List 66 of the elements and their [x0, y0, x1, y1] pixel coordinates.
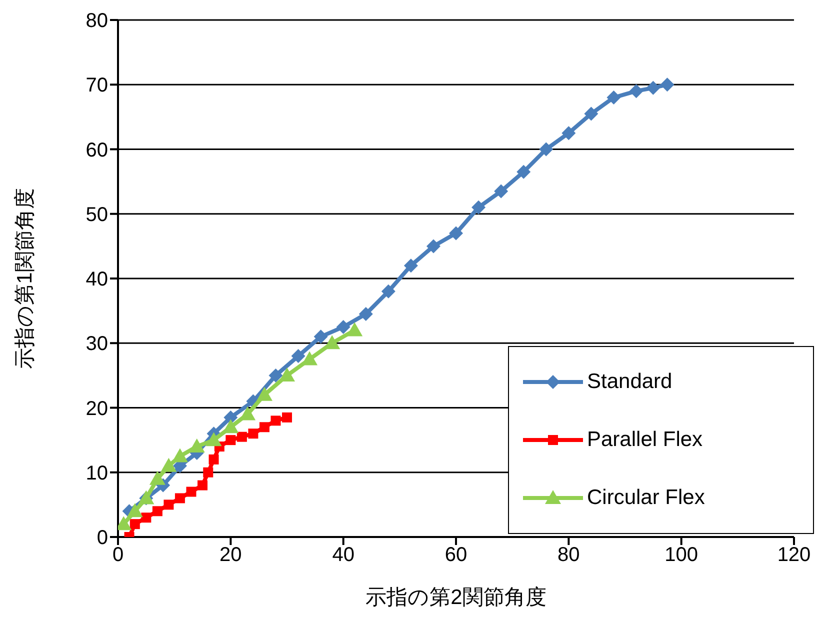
- point: [203, 467, 214, 478]
- point: [426, 239, 440, 254]
- point: [646, 80, 660, 95]
- point: [606, 90, 621, 105]
- point: [472, 200, 486, 214]
- y-tick-label: 0: [96, 527, 108, 550]
- point: [404, 258, 418, 273]
- y-tick-label: 70: [86, 74, 108, 97]
- legend-label: Parallel Flex: [587, 428, 703, 452]
- point: [584, 106, 598, 121]
- point: [126, 503, 143, 518]
- point: [160, 458, 177, 472]
- y-tick-label: 10: [86, 462, 108, 484]
- point: [206, 432, 222, 446]
- legend-label: Standard: [587, 370, 672, 394]
- point: [268, 368, 283, 382]
- point: [516, 164, 531, 179]
- point: [222, 419, 239, 434]
- legend-label: Circular Flex: [587, 486, 705, 510]
- x-tick-label: 100: [664, 544, 698, 566]
- point: [248, 428, 258, 439]
- x-axis-title: 示指の第2関節角度: [366, 586, 546, 609]
- point: [186, 486, 196, 497]
- point: [236, 432, 247, 442]
- point: [130, 519, 140, 530]
- point: [381, 284, 396, 298]
- y-tick-label: 20: [86, 398, 108, 420]
- y-tick-label: 50: [86, 204, 108, 226]
- point: [336, 320, 350, 334]
- point: [174, 493, 185, 504]
- point: [208, 454, 219, 464]
- point: [188, 438, 205, 453]
- x-tick-label: 0: [112, 544, 124, 566]
- point: [149, 470, 166, 485]
- point: [494, 184, 508, 198]
- point: [240, 406, 256, 420]
- point: [346, 322, 363, 336]
- x-tick-label: 60: [444, 544, 468, 566]
- y-tick-label: 60: [86, 139, 108, 162]
- x-tick-label: 40: [332, 544, 354, 566]
- point: [141, 512, 152, 523]
- point: [539, 142, 554, 156]
- y-tick-label: 80: [86, 10, 108, 32]
- x-tick-label: 80: [558, 544, 580, 566]
- y-tick-label: 30: [86, 333, 108, 356]
- point: [562, 126, 576, 140]
- x-tick-label: 20: [220, 544, 242, 566]
- point: [660, 78, 674, 92]
- point: [226, 435, 236, 446]
- point: [449, 226, 463, 240]
- point: [256, 386, 272, 401]
- point: [198, 480, 208, 490]
- y-axis-title: 示指の第1関節角度: [13, 188, 36, 369]
- point: [164, 500, 174, 510]
- point: [152, 506, 162, 516]
- point: [358, 307, 373, 322]
- point: [172, 448, 188, 462]
- x-tick-label: 120: [777, 544, 811, 566]
- point: [291, 349, 306, 364]
- point: [279, 367, 295, 382]
- point: [282, 412, 292, 422]
- point: [629, 84, 644, 98]
- point: [314, 330, 328, 344]
- point: [259, 422, 270, 432]
- point: [270, 416, 281, 426]
- y-tick-label: 40: [86, 268, 108, 291]
